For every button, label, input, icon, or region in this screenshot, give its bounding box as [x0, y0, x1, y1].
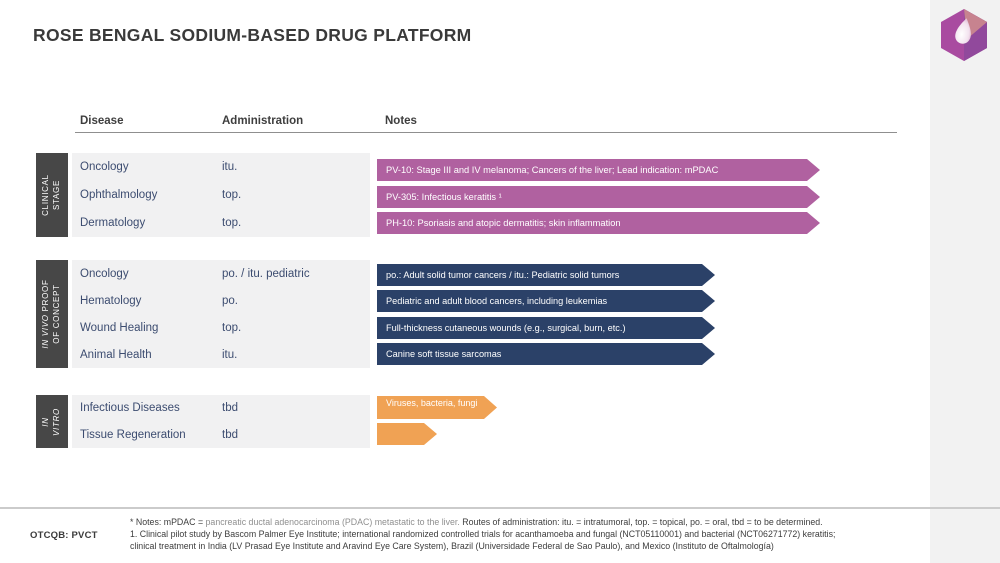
table-row: Infectious Diseases tbd — [72, 395, 370, 422]
administration-cell: top. — [222, 321, 242, 334]
note-arrow-invitro-tissue-regeneration — [377, 423, 437, 445]
invitro-label-line2: VITRO — [52, 407, 61, 436]
note-arrow-invivo-oncology: po.: Adult solid tumor cancers / itu.: P… — [377, 264, 715, 286]
section-label-in-vivo-proof-of-concept: IN VIVO PROOF OF CONCEPT — [36, 260, 68, 368]
footnote-line-3: clinical treatment in India (LV Prasad E… — [130, 540, 774, 551]
table-row: Hematology po. — [72, 287, 370, 314]
footnote-line-2: 1. Clinical pilot study by Bascom Palmer… — [130, 528, 836, 539]
footnote-line-1: * Notes: mPDAC = pancreatic ductal adeno… — [130, 517, 910, 529]
disease-cell: Dermatology — [80, 217, 146, 229]
administration-cell: top. — [222, 189, 242, 201]
administration-cell: top. — [222, 217, 242, 229]
administration-cell: itu. — [222, 161, 238, 173]
header-underline — [75, 132, 897, 133]
administration-cell: po. — [222, 294, 238, 307]
column-header-notes: Notes — [385, 115, 417, 127]
table-row: Oncology itu. — [72, 153, 370, 181]
invitro-rows: Infectious Diseases tbd Tissue Regenerat… — [72, 395, 370, 448]
section-label-in-vitro: IN VITRO — [36, 395, 68, 448]
note-arrow-invivo-hematology: Pediatric and adult blood cancers, inclu… — [377, 290, 715, 312]
section-label-clinical-stage: CLINICAL STAGE — [36, 153, 68, 237]
disease-cell: Tissue Regeneration — [80, 428, 186, 441]
table-row: Oncology po. / itu. pediatric — [72, 260, 370, 287]
note-arrow-invitro-infectious-diseases: Viruses, bacteria, fungi — [377, 396, 497, 419]
disease-cell: Hematology — [80, 294, 142, 307]
section-label-clinical-stage-text: CLINICAL STAGE — [41, 174, 63, 216]
footnote-1-prefix: * Notes: mPDAC = — [130, 517, 206, 527]
table-row: Animal Health itu. — [72, 341, 370, 368]
clinical-label-line1: CLINICAL — [41, 174, 51, 216]
disease-cell: Oncology — [80, 267, 129, 280]
footnotes: * Notes: mPDAC = pancreatic ductal adeno… — [130, 517, 910, 553]
stock-ticker: OTCQB: PVCT — [30, 530, 98, 541]
invivo-label-line2: OF CONCEPT — [52, 284, 61, 344]
column-header-disease: Disease — [80, 115, 124, 127]
clinical-label-line2: STAGE — [52, 179, 61, 211]
disease-cell: Animal Health — [80, 348, 152, 361]
disease-cell: Infectious Diseases — [80, 402, 180, 415]
disease-cell: Ophthalmology — [80, 189, 158, 201]
clinical-rows: Oncology itu. Ophthalmology top. Dermato… — [72, 153, 370, 237]
note-arrow-clinical-dermatology: PH-10: Psoriasis and atopic dermatitis; … — [377, 212, 820, 234]
note-arrow-invivo-animal-health: Canine soft tissue sarcomas — [377, 343, 715, 365]
hexagon-droplet-logo — [941, 9, 987, 61]
section-label-in-vitro-text: IN VITRO — [41, 408, 63, 436]
invivo-label-line1-italic: IN VIVO — [41, 314, 51, 349]
invivo-label-line1-rest: PROOF — [41, 279, 51, 315]
note-arrow-invivo-wound-healing: Full-thickness cutaneous wounds (e.g., s… — [377, 317, 715, 339]
footnote-1-suffix: Routes of administration: itu. = intratu… — [459, 517, 823, 527]
column-header-administration: Administration — [222, 115, 304, 127]
note-arrow-clinical-ophthalmology: PV-305: Infectious keratitis ¹ — [377, 186, 820, 208]
table-row: Wound Healing top. — [72, 314, 370, 341]
footer-divider — [0, 507, 1000, 509]
invitro-label-line1: IN — [41, 416, 51, 427]
note-arrow-clinical-oncology: PV-10: Stage III and IV melanoma; Cancer… — [377, 159, 820, 181]
table-row: Tissue Regeneration tbd — [72, 422, 370, 449]
right-gray-band — [930, 0, 1000, 563]
table-row: Dermatology top. — [72, 209, 370, 237]
administration-cell: tbd — [222, 428, 238, 441]
section-label-in-vivo-text: IN VIVO PROOF OF CONCEPT — [41, 279, 63, 348]
page-title: ROSE BENGAL SODIUM-BASED DRUG PLATFORM — [33, 25, 472, 45]
footnote-1-gray-text: pancreatic ductal adenocarcinoma (PDAC) … — [205, 517, 460, 527]
administration-cell: po. / itu. pediatric — [222, 267, 310, 280]
disease-cell: Wound Healing — [80, 321, 159, 334]
invivo-rows: Oncology po. / itu. pediatric Hematology… — [72, 260, 370, 368]
administration-cell: tbd — [222, 402, 238, 415]
administration-cell: itu. — [222, 348, 238, 361]
disease-cell: Oncology — [80, 161, 129, 173]
table-row: Ophthalmology top. — [72, 181, 370, 209]
